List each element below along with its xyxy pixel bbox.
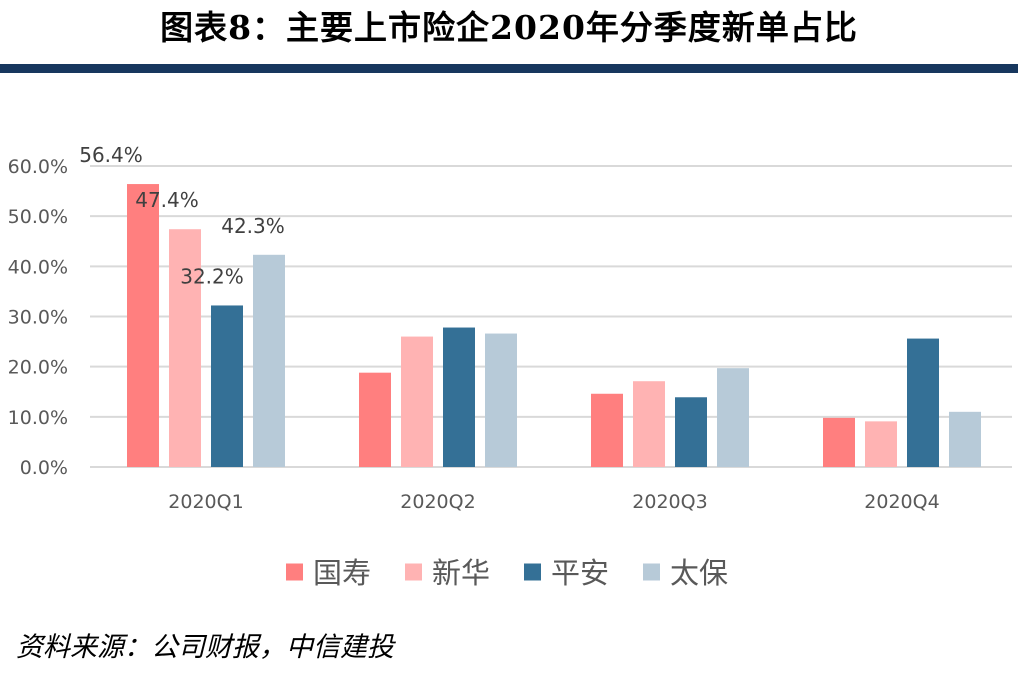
x-axis-tick-labels: 2020Q1 2020Q2 2020Q3 2020Q4: [168, 491, 939, 513]
legend-label: 平安: [551, 556, 609, 590]
legend-swatch: [524, 563, 541, 581]
data-label: 42.3%: [221, 214, 285, 238]
title-rule: [0, 64, 1018, 73]
bar: [127, 184, 159, 467]
bar: [169, 229, 201, 467]
x-tick-label: 2020Q4: [864, 491, 939, 513]
legend-item: 平安: [524, 556, 609, 590]
legend-label: 太保: [670, 556, 728, 590]
chart-title: 图表8：主要上市险企2020年分季度新单占比: [160, 8, 858, 47]
gridlines: [90, 165, 1012, 468]
bar: [949, 411, 981, 467]
legend: 国寿 新华 平安 太保: [286, 556, 728, 590]
legend-swatch: [286, 563, 303, 581]
y-tick-label: 60.0%: [8, 156, 68, 178]
bar: [253, 254, 285, 467]
y-axis-tick-labels: 0.0% 10.0% 20.0% 30.0% 40.0% 50.0% 60.0%: [8, 156, 68, 479]
data-label: 32.2%: [180, 264, 244, 288]
bar: [443, 327, 475, 467]
bars: [127, 184, 981, 467]
data-label: 56.4%: [79, 143, 143, 167]
y-tick-label: 10.0%: [8, 407, 68, 429]
data-labels: 56.4% 47.4% 32.2% 42.3%: [79, 143, 285, 288]
bar: [907, 338, 939, 467]
x-tick-label: 2020Q1: [168, 491, 243, 513]
bar: [633, 381, 665, 467]
bar: [865, 421, 897, 467]
legend-swatch: [405, 563, 422, 581]
x-tick-label: 2020Q3: [632, 491, 707, 513]
bar: [591, 393, 623, 467]
legend-label: 国寿: [313, 556, 371, 590]
legend-item: 太保: [643, 556, 728, 590]
legend-item: 新华: [405, 556, 490, 590]
y-tick-label: 50.0%: [8, 206, 68, 228]
legend-swatch: [643, 563, 660, 581]
y-tick-label: 40.0%: [8, 256, 68, 278]
data-label: 47.4%: [135, 188, 199, 212]
bar: [359, 372, 391, 467]
bar: [717, 368, 749, 467]
bar: [823, 417, 855, 467]
bar: [401, 336, 433, 467]
y-tick-label: 30.0%: [8, 307, 68, 329]
legend-item: 国寿: [286, 556, 371, 590]
source-note: 资料来源：公司财报，中信建投: [16, 632, 394, 663]
y-tick-label: 0.0%: [20, 457, 68, 479]
bar: [485, 333, 517, 467]
legend-label: 新华: [432, 556, 490, 590]
x-tick-label: 2020Q2: [400, 491, 475, 513]
bar: [211, 305, 243, 467]
y-tick-label: 20.0%: [8, 357, 68, 379]
bar-chart: 0.0% 10.0% 20.0% 30.0% 40.0% 50.0% 60.0% 2020Q…: [8, 143, 1012, 590]
bar: [675, 397, 707, 467]
